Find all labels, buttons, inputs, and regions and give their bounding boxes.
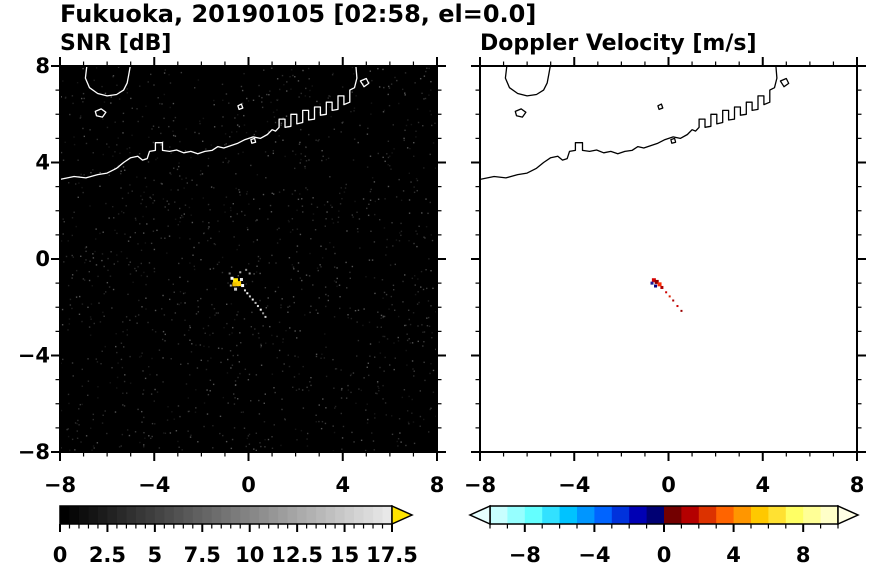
velocity-colorbar-label: 4: [726, 543, 741, 567]
snr-noise-speckle: [60, 66, 437, 452]
snr-colorbar-label: 0: [53, 543, 68, 567]
snr-y-tick-label: −8: [18, 440, 50, 464]
velocity-coastline-island: [657, 103, 664, 111]
velocity-colorbar-label: 8: [796, 543, 811, 567]
snr-coastline-peninsula: [84, 66, 131, 97]
snr-x-tick-label: 4: [335, 473, 350, 497]
velocity-colorbar-over-arrow: [837, 504, 860, 526]
snr-coastline-island: [237, 103, 244, 111]
velocity-colorbar-under-arrow: [468, 504, 491, 526]
velocity-x-tick-label: 8: [850, 473, 865, 497]
velocity-coastline-island: [514, 108, 527, 118]
figure-title: Fukuoka, 20190105 [02:58, el=0.0]: [60, 0, 537, 28]
snr-coastline-island: [94, 108, 107, 118]
snr-x-tick-label: −8: [44, 473, 76, 497]
snr-panel: −8 −4 0 4 8 −8 −4 0 4 8: [18, 54, 446, 497]
snr-colorbar: 0 2.5 5 7.5 10 12.5 15 17.5: [53, 504, 418, 567]
snr-x-tick-label: 0: [241, 473, 256, 497]
panel-title-doppler-velocity: Doppler Velocity [m/s]: [480, 31, 757, 56]
snr-echo: [228, 268, 267, 318]
snr-colorbar-ticks: [59, 524, 393, 532]
velocity-plot-area: [480, 66, 857, 452]
snr-colorbar-label: 5: [148, 543, 163, 567]
snr-coastline-island: [250, 137, 257, 144]
snr-coastline: [60, 66, 358, 181]
velocity-x-tick-label: 0: [661, 473, 676, 497]
velocity-x-tick-label: 4: [755, 473, 770, 497]
velocity-x-tick-label: −8: [464, 473, 496, 497]
snr-colorbar-label: 15: [330, 543, 359, 567]
velocity-coastline: [480, 66, 778, 181]
snr-colorbar-label: 7.5: [184, 543, 221, 567]
snr-colorbar-label: 17.5: [366, 543, 418, 567]
velocity-x-tick-label: −4: [558, 473, 590, 497]
velocity-axis-ticks: [471, 57, 866, 461]
snr-y-tick-label: 4: [35, 151, 50, 175]
velocity-coastline-island: [670, 137, 677, 144]
velocity-colorbar-label: −4: [578, 543, 610, 567]
snr-x-tick-label: 8: [430, 473, 445, 497]
snr-y-tick-label: 0: [35, 247, 50, 271]
velocity-colorbar: −8 −4 0 4 8: [468, 504, 860, 567]
velocity-colorbar-label: −8: [509, 543, 541, 567]
snr-coastline-island: [359, 77, 370, 88]
velocity-colorbar-ticks: [489, 524, 839, 532]
velocity-echo: [650, 278, 683, 312]
panel-title-snr: SNR [dB]: [60, 31, 172, 56]
snr-colorbar-label: 12.5: [271, 543, 323, 567]
snr-colorbar-over-arrow: [391, 504, 414, 526]
snr-y-tick-label: −4: [18, 344, 50, 368]
snr-axis-ticks: [51, 57, 446, 461]
snr-colorbar-label: 2.5: [89, 543, 126, 567]
snr-colorbar-label: 10: [235, 543, 264, 567]
snr-y-tick-label: 8: [35, 54, 50, 78]
velocity-coastline-island: [779, 77, 790, 88]
velocity-colorbar-label: 0: [657, 543, 672, 567]
velocity-coastline-peninsula: [504, 66, 551, 97]
velocity-panel: −8 −4 0 4 8: [464, 57, 866, 497]
snr-x-tick-label: −4: [138, 473, 170, 497]
snr-plot-area: [60, 66, 437, 452]
